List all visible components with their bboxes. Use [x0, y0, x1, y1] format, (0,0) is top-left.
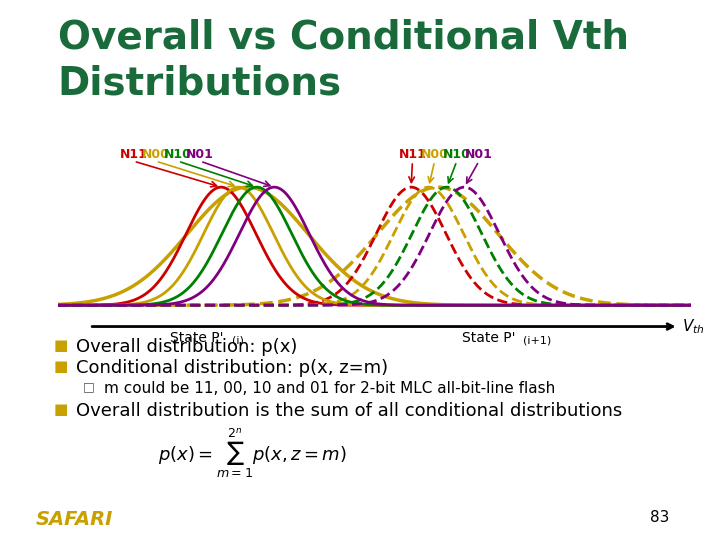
- Text: $V_{th}$: $V_{th}$: [682, 317, 704, 336]
- Text: (i): (i): [232, 336, 243, 346]
- Text: N11: N11: [120, 148, 148, 161]
- Text: (i+1): (i+1): [523, 336, 552, 346]
- Text: N10: N10: [164, 148, 192, 161]
- Text: Overall vs Conditional Vth: Overall vs Conditional Vth: [58, 19, 629, 57]
- Text: SAFARI: SAFARI: [36, 510, 113, 529]
- Text: N00: N00: [142, 148, 170, 161]
- Text: $p(x) = \sum_{m=1}^{2^n} p(x, z=m)$: $p(x) = \sum_{m=1}^{2^n} p(x, z=m)$: [158, 427, 347, 481]
- Text: N01: N01: [465, 148, 493, 161]
- Text: N00: N00: [420, 148, 449, 161]
- Text: State P': State P': [462, 331, 516, 345]
- Text: Overall distribution is the sum of all conditional distributions: Overall distribution is the sum of all c…: [76, 402, 622, 420]
- Text: State P': State P': [170, 331, 224, 345]
- Text: Overall distribution: p(x): Overall distribution: p(x): [76, 338, 297, 355]
- Text: Distributions: Distributions: [58, 65, 342, 103]
- Text: m could be 11, 00, 10 and 01 for 2-bit MLC all-bit-line flash: m could be 11, 00, 10 and 01 for 2-bit M…: [104, 381, 556, 396]
- Text: N10: N10: [443, 148, 471, 161]
- Text: Conditional distribution: p(x, z=m): Conditional distribution: p(x, z=m): [76, 359, 388, 377]
- Text: ■: ■: [54, 338, 68, 353]
- Text: 83: 83: [650, 510, 670, 525]
- Text: □: □: [83, 381, 94, 394]
- Text: N01: N01: [186, 148, 214, 161]
- Text: N11: N11: [398, 148, 426, 161]
- Text: ■: ■: [54, 402, 68, 417]
- Text: ■: ■: [54, 359, 68, 374]
